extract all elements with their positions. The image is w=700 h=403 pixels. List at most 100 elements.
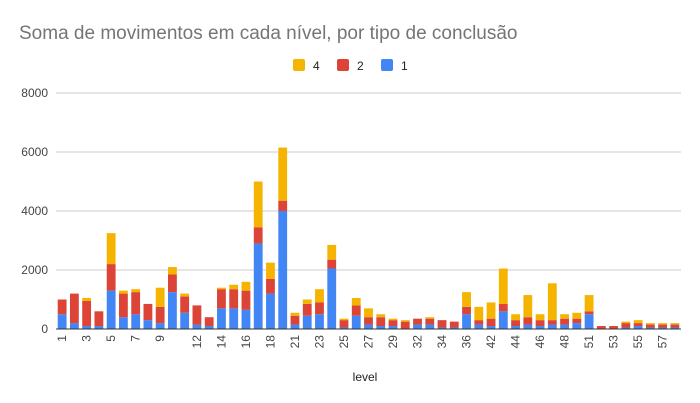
bar-series-2-level-28 (376, 317, 386, 327)
gridlines (56, 92, 681, 271)
bar-series-4-level-26 (351, 298, 361, 306)
x-tick-label: 48 (558, 335, 572, 349)
bar-series-4-level-23 (315, 289, 324, 303)
bar-series-1-level-26 (351, 315, 361, 329)
bar-series-1-level-19 (278, 211, 288, 329)
legend-label-1: 1 (401, 59, 408, 73)
bar-series-2-level-43 (498, 303, 508, 312)
bar-series-2-level-32 (413, 318, 422, 325)
chart-title: Soma de movimentos em cada nível, por ti… (19, 23, 518, 44)
legend-label-2: 2 (357, 59, 364, 73)
legend-label-4: 4 (313, 59, 320, 73)
y-tick-label: 6000 (21, 145, 48, 159)
y-tick-label: 0 (41, 322, 48, 336)
bar-series-1-level-57 (658, 327, 668, 329)
bar-series-1-level-41 (474, 324, 484, 329)
bar-series-2-level-4 (94, 311, 104, 327)
bar-series-1-level-4 (94, 326, 104, 329)
bar-series-1-level-58 (670, 327, 680, 329)
x-tick-label: 12 (190, 335, 204, 349)
x-tick-label: 42 (484, 335, 498, 349)
bar-series-1-level-29 (388, 326, 398, 329)
bar-series-2-level-15 (229, 289, 239, 309)
bar-series-4-level-57 (658, 323, 668, 325)
bar-series-1-level-18 (266, 293, 275, 329)
bar-series-1-level-8 (143, 320, 153, 329)
bar-series-4-level-22 (302, 299, 312, 304)
bar-series-1-level-43 (498, 311, 508, 329)
bar-series-4-level-58 (670, 323, 680, 325)
bar-series-1-level-5 (106, 290, 116, 329)
bar-series-4-level-47 (547, 283, 557, 321)
bar-series-2-level-3 (82, 300, 92, 327)
y-axis-ticks: 0 2000 4000 6000 8000 (21, 86, 48, 336)
bar-series-1-level-23 (315, 314, 324, 329)
bar-series-4-level-24 (327, 244, 337, 260)
bar-series-2-level-47 (547, 320, 557, 325)
bar-series-1-level-17 (253, 243, 263, 329)
bar-series-1-level-28 (376, 326, 386, 329)
bar-series-4-level-28 (376, 314, 386, 318)
bar-series-4-level-55 (633, 320, 643, 324)
bar-series-4-level-27 (364, 308, 373, 318)
bar-series-2-level-26 (351, 305, 361, 316)
bar-series-1-level-49 (572, 323, 582, 329)
bar-series-2-level-44 (511, 320, 520, 327)
bar-series-2-level-12 (192, 305, 202, 325)
bar-series-1-level-7 (131, 314, 141, 329)
bar-series-1-level-16 (241, 309, 251, 329)
bar-series-2-level-33 (425, 318, 435, 325)
bar-series-4-level-36 (462, 292, 471, 307)
bar-series-2-level-17 (253, 227, 263, 244)
bar-series-1-level-46 (535, 326, 545, 329)
bar-series-1-level-47 (547, 324, 557, 329)
bar-series-2-level-48 (560, 318, 569, 325)
bar-series-1-level-9 (155, 323, 165, 329)
bar-series-2-level-9 (155, 306, 165, 324)
bar-series-4-level-9 (155, 287, 165, 307)
bar-series-2-level-1 (57, 299, 67, 315)
legend-swatch-4 (293, 59, 305, 71)
bar-series-2-level-41 (474, 320, 484, 325)
x-tick-label: 27 (362, 335, 376, 349)
bar-series-2-level-54 (621, 323, 631, 328)
x-tick-label: 16 (239, 335, 253, 349)
bar-series-4-level-3 (82, 298, 92, 301)
x-tick-label: 57 (656, 335, 670, 349)
bar-series-1-level-54 (621, 327, 631, 329)
bar-series-4-level-16 (241, 281, 251, 291)
legend-swatch-1 (381, 59, 393, 71)
bar-series-2-level-45 (523, 317, 533, 325)
bar-series-1-level-42 (486, 326, 496, 329)
bar-series-4-level-19 (278, 147, 288, 201)
bar-series-2-level-24 (327, 259, 337, 269)
x-tick-label: 5 (104, 335, 118, 342)
bar-series-1-level-45 (523, 324, 533, 329)
bar-series-2-level-55 (633, 323, 643, 327)
bar-series-2-level-29 (388, 320, 398, 327)
x-tick-label: 32 (411, 335, 425, 349)
bar-series-1-level-2 (69, 323, 79, 329)
bar-series-4-level-7 (131, 289, 141, 293)
bar-series-1-level-21 (290, 324, 300, 329)
x-axis-label: level (353, 370, 378, 384)
bar-series-4-level-21 (290, 312, 300, 316)
bar-series-2-level-14 (217, 289, 226, 309)
bar-series-4-level-45 (523, 295, 533, 318)
bars (57, 147, 680, 330)
bar-series-1-level-13 (204, 326, 214, 329)
bar-series-2-level-52 (596, 326, 606, 329)
bar-series-4-level-56 (645, 323, 655, 325)
bar-series-4-level-54 (621, 321, 631, 324)
bar-series-4-level-11 (180, 293, 190, 297)
x-tick-label: 44 (509, 335, 523, 349)
bar-series-1-level-35 (449, 327, 459, 329)
bar-series-2-level-30 (400, 321, 410, 330)
x-tick-label: 21 (288, 335, 302, 349)
bar-series-1-level-48 (560, 324, 569, 329)
bar-series-1-level-11 (180, 312, 190, 329)
bar-series-2-level-2 (69, 293, 79, 324)
bar-series-2-level-46 (535, 320, 545, 327)
